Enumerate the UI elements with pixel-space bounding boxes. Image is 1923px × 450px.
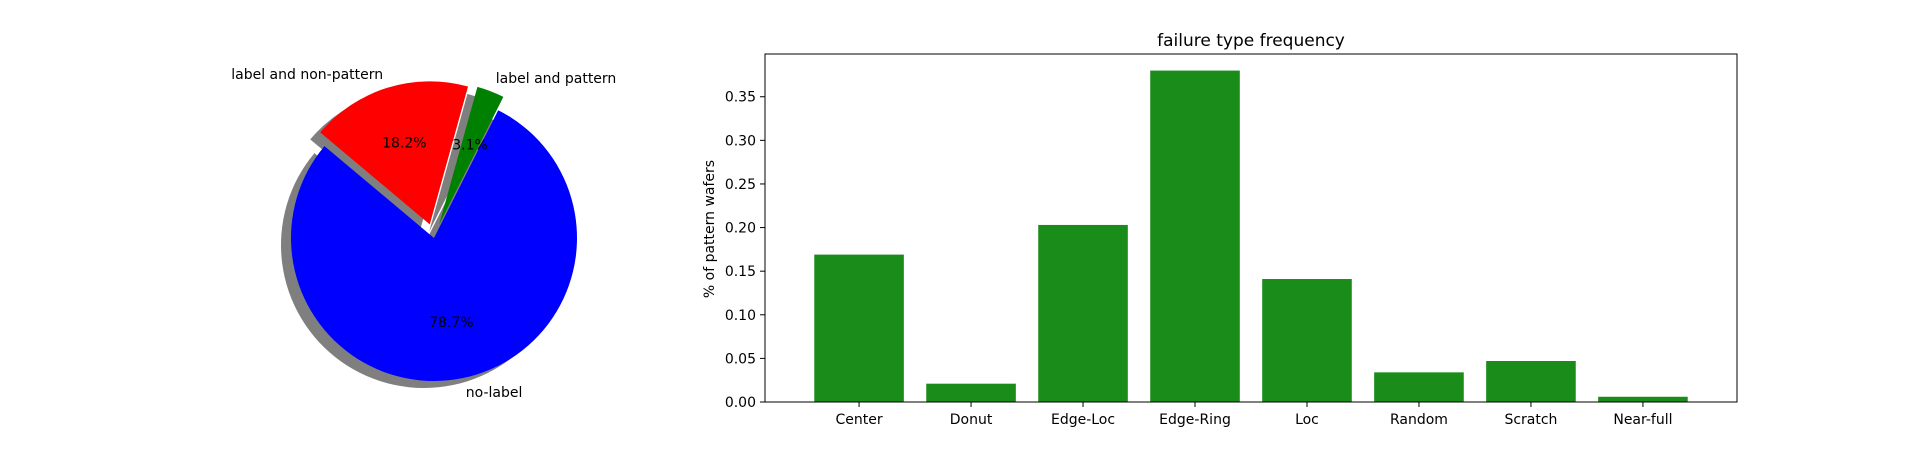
pie-label-label-and-pattern: label and pattern bbox=[496, 71, 617, 87]
bar-donut bbox=[926, 383, 1016, 402]
bar-marks bbox=[814, 70, 1688, 403]
y-tick-label: 0.05 bbox=[725, 351, 756, 367]
plot-frame bbox=[764, 53, 1738, 403]
pie-slices bbox=[290, 81, 577, 382]
x-tick-label-edge-loc: Edge-Loc bbox=[1051, 412, 1115, 428]
x-tick-label-loc: Loc bbox=[1295, 412, 1319, 428]
y-tick-label: 0.35 bbox=[725, 90, 756, 106]
pie-label-no-label: no-label bbox=[466, 385, 523, 401]
x-tick-label-near-full: Near-full bbox=[1613, 412, 1672, 428]
y-tick-label: 0.15 bbox=[725, 264, 756, 280]
bar-chart-title: failure type frequency bbox=[1157, 31, 1345, 51]
x-tick-label-center: Center bbox=[836, 412, 883, 428]
y-tick-label: 0.25 bbox=[725, 177, 756, 193]
y-tick-label: 0.30 bbox=[725, 133, 756, 149]
pie-pct-label-and-pattern: 3.1% bbox=[452, 138, 488, 154]
x-tick-label-donut: Donut bbox=[950, 412, 993, 428]
x-tick-label-random: Random bbox=[1390, 412, 1448, 428]
bar-near-full bbox=[1598, 396, 1688, 402]
y-axis-ticks: 0.00 0.05 0.10 0.15 0.20 0.25 0.30 0.35 bbox=[725, 90, 765, 411]
x-axis-ticks: Center Donut Edge-Loc Edge-Ring Loc Random Scr… bbox=[836, 402, 1673, 428]
pie-pct-label-and-non-pattern: 18.2% bbox=[382, 135, 426, 151]
bar-center bbox=[814, 254, 904, 402]
pie-slice-no-label bbox=[290, 110, 577, 382]
y-tick-label: 0.20 bbox=[725, 221, 756, 237]
pie-slice-label-and-pattern bbox=[439, 86, 504, 225]
pie-chart: no-label 78.7% label and pattern 3.1% label … bbox=[231, 67, 616, 401]
x-tick-label-edge-ring: Edge-Ring bbox=[1159, 412, 1231, 428]
bar-random bbox=[1374, 372, 1464, 402]
pie-label-label-and-non-pattern: label and non-pattern bbox=[231, 67, 383, 83]
bar-scratch bbox=[1486, 361, 1576, 402]
pie-pct-no-label: 78.7% bbox=[429, 315, 473, 331]
y-axis-label: % of pattern wafers bbox=[702, 160, 718, 298]
bar-chart: failure type frequency % of pattern wafe… bbox=[702, 31, 1738, 428]
bar-loc bbox=[1262, 279, 1352, 402]
bar-edge-loc bbox=[1038, 224, 1128, 402]
y-tick-label: 0.00 bbox=[725, 395, 756, 411]
x-tick-label-scratch: Scratch bbox=[1504, 412, 1557, 428]
bar-edge-ring bbox=[1150, 70, 1240, 403]
y-tick-label: 0.10 bbox=[725, 308, 756, 324]
pie-slice-label-and-non-pattern bbox=[320, 81, 469, 225]
pie-labels: no-label 78.7% label and pattern 3.1% label … bbox=[231, 67, 616, 401]
